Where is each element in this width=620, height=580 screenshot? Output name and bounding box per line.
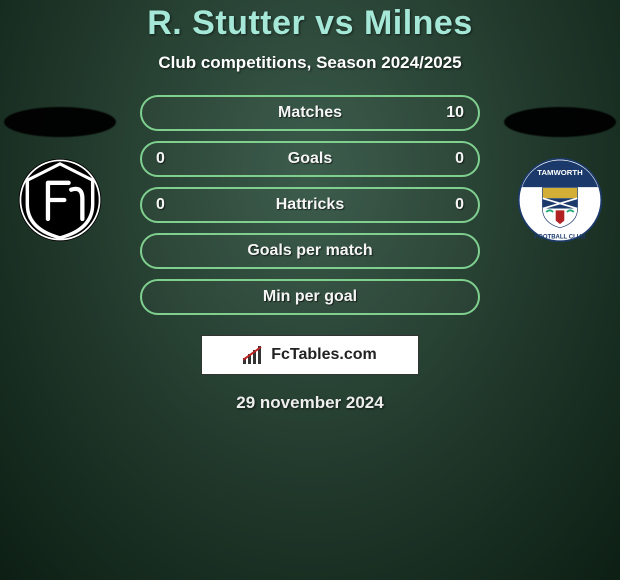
stats-column: Matches 10 0 Goals 0 0 Hattricks 0 Goals… (140, 95, 480, 325)
stat-label: Goals (180, 150, 440, 168)
left-player-column (0, 95, 120, 243)
stat-row-goals: 0 Goals 0 (140, 141, 480, 177)
comparison-row: Matches 10 0 Goals 0 0 Hattricks 0 Goals… (0, 95, 620, 325)
right-club-crest-icon: TAMWORTH FOOTBALL CLUB (510, 157, 610, 243)
svg-text:TAMWORTH: TAMWORTH (537, 168, 583, 177)
stat-label: Goals per match (180, 242, 440, 260)
stat-row-min-per-goal: Min per goal (140, 279, 480, 315)
player-shadow-right (504, 107, 616, 137)
stat-value-right: 0 (440, 196, 464, 214)
stat-label: Hattricks (180, 196, 440, 214)
bar-chart-icon (243, 346, 265, 364)
infographic-root: R. Stutter vs Milnes Club competitions, … (0, 0, 620, 580)
svg-text:FOOTBALL CLUB: FOOTBALL CLUB (534, 235, 586, 241)
page-title: R. Stutter vs Milnes (147, 4, 473, 43)
stat-row-matches: Matches 10 (140, 95, 480, 131)
stat-value-right: 0 (440, 150, 464, 168)
stat-label: Matches (180, 104, 440, 122)
stat-value-right: 10 (440, 104, 464, 122)
right-player-column: TAMWORTH FOOTBALL CLUB (500, 95, 620, 243)
stat-row-hattricks: 0 Hattricks 0 (140, 187, 480, 223)
brand-label: FcTables.com (271, 346, 377, 364)
page-subtitle: Club competitions, Season 2024/2025 (158, 53, 461, 73)
stat-value-left: 0 (156, 150, 180, 168)
brand-attribution: FcTables.com (201, 335, 419, 375)
player-shadow-left (4, 107, 116, 137)
stat-label: Min per goal (180, 288, 440, 306)
stat-value-left: 0 (156, 196, 180, 214)
left-club-crest-icon (10, 157, 110, 243)
stat-row-goals-per-match: Goals per match (140, 233, 480, 269)
date-label: 29 november 2024 (236, 393, 383, 413)
